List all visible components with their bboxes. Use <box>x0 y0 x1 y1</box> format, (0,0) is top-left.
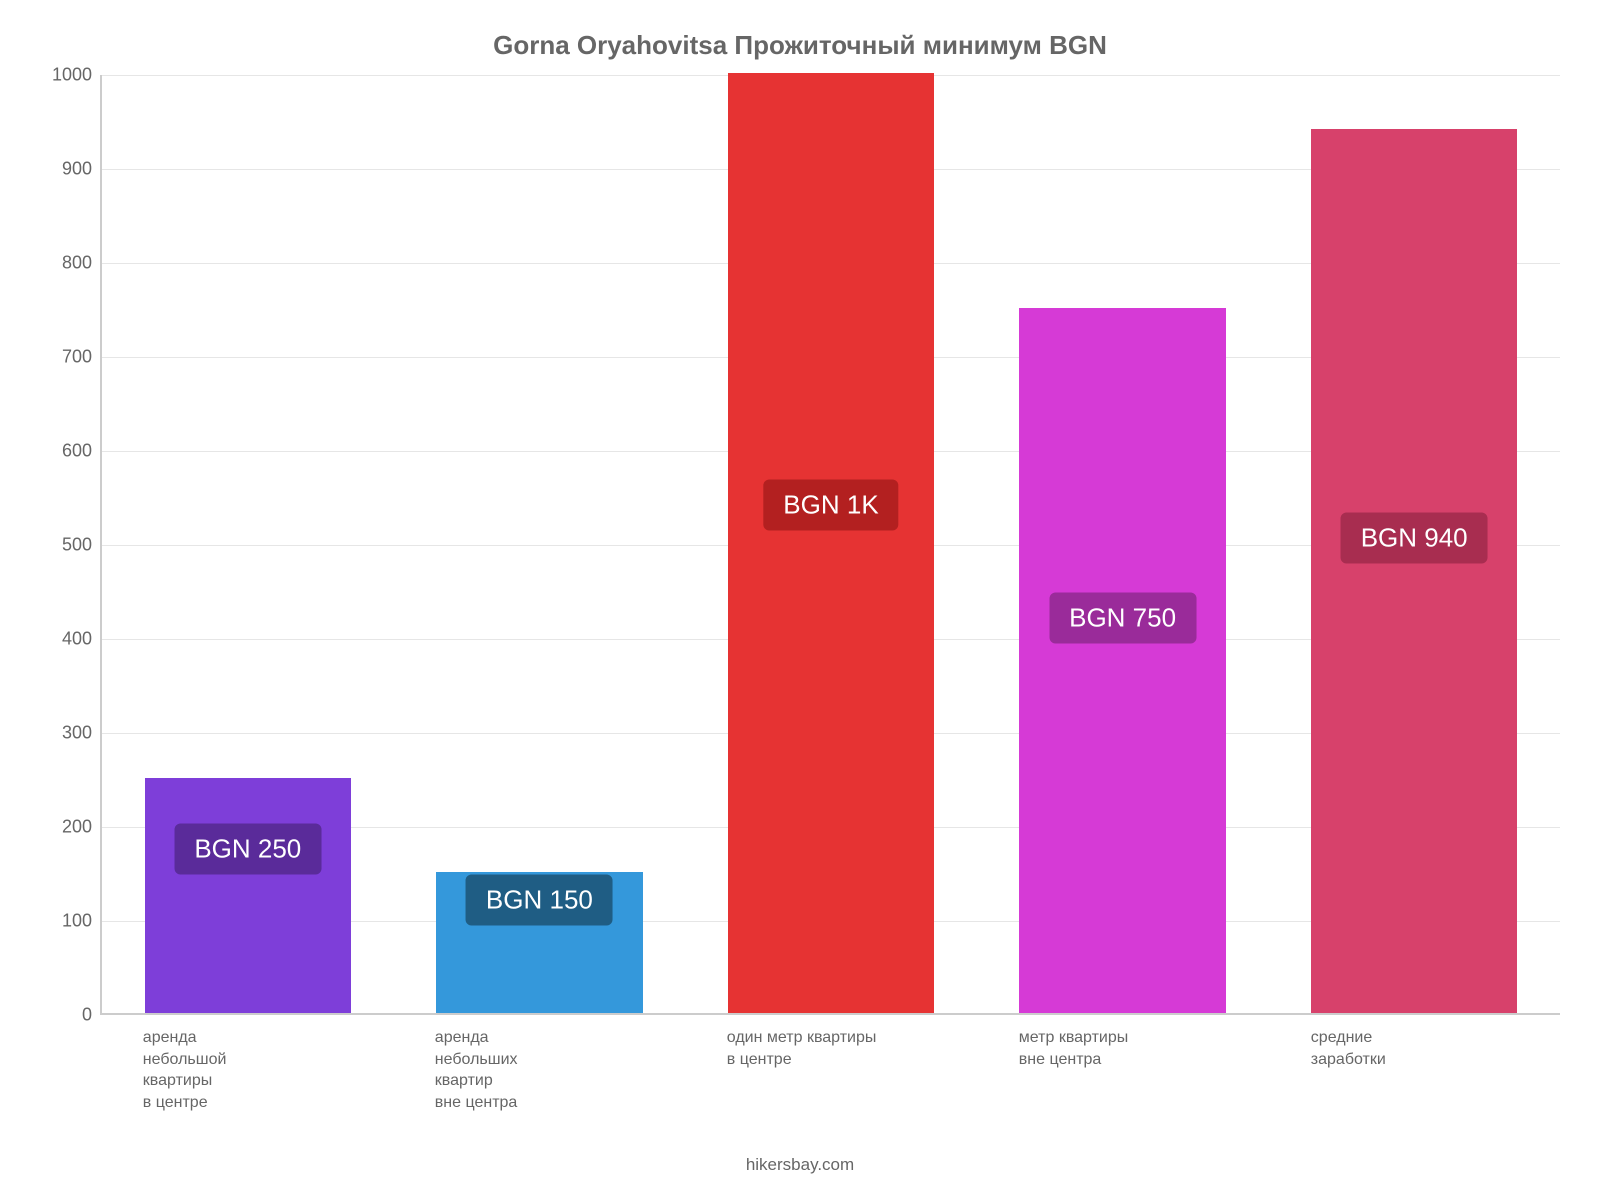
y-tick-label: 700 <box>62 347 92 368</box>
bar-slot: BGN 750 <box>1003 75 1243 1013</box>
y-tick-label: 800 <box>62 253 92 274</box>
x-axis-label: один метр квартиры в центре <box>710 1027 950 1113</box>
x-axis-label: метр квартиры вне центра <box>1002 1027 1242 1113</box>
y-tick-label: 600 <box>62 441 92 462</box>
y-tick-label: 0 <box>82 1005 92 1026</box>
bar-value-label: BGN 150 <box>466 875 613 926</box>
x-axis-label: средние заработки <box>1294 1027 1534 1113</box>
bar <box>1311 129 1517 1013</box>
x-axis-label: аренда небольшой квартиры в центре <box>126 1027 366 1113</box>
bars-container: BGN 250 BGN 150 BGN 1K BGN 750 BGN 940 <box>102 75 1560 1013</box>
cost-of-living-chart: Gorna Oryahovitsa Прожиточный минимум BG… <box>0 0 1600 1200</box>
bar <box>1019 308 1225 1013</box>
chart-title: Gorna Oryahovitsa Прожиточный минимум BG… <box>40 30 1560 61</box>
bar-value-label: BGN 750 <box>1049 593 1196 644</box>
plot-area: BGN 250 BGN 150 BGN 1K BGN 750 BGN 940 <box>100 75 1560 1015</box>
y-tick-label: 1000 <box>52 65 92 86</box>
bar-value-label: BGN 1K <box>763 480 898 531</box>
bar-value-label: BGN 250 <box>174 823 321 874</box>
y-axis: 01002003004005006007008009001000 <box>40 75 100 1015</box>
attribution: hikersbay.com <box>40 1155 1560 1175</box>
x-axis-label: аренда небольших квартир вне центра <box>418 1027 658 1113</box>
y-tick-label: 100 <box>62 911 92 932</box>
bar-slot: BGN 150 <box>419 75 659 1013</box>
x-axis: аренда небольшой квартиры в центре аренда… <box>100 1027 1560 1113</box>
plot: 01002003004005006007008009001000 BGN 250… <box>40 75 1560 1015</box>
bar <box>145 778 351 1013</box>
bar-slot: BGN 250 <box>128 75 368 1013</box>
y-tick-label: 400 <box>62 629 92 650</box>
y-tick-label: 900 <box>62 159 92 180</box>
y-tick-label: 200 <box>62 817 92 838</box>
bar-value-label: BGN 940 <box>1341 513 1488 564</box>
y-tick-label: 300 <box>62 723 92 744</box>
bar <box>728 73 934 1013</box>
bar-slot: BGN 940 <box>1294 75 1534 1013</box>
bar-slot: BGN 1K <box>711 75 951 1013</box>
y-tick-label: 500 <box>62 535 92 556</box>
